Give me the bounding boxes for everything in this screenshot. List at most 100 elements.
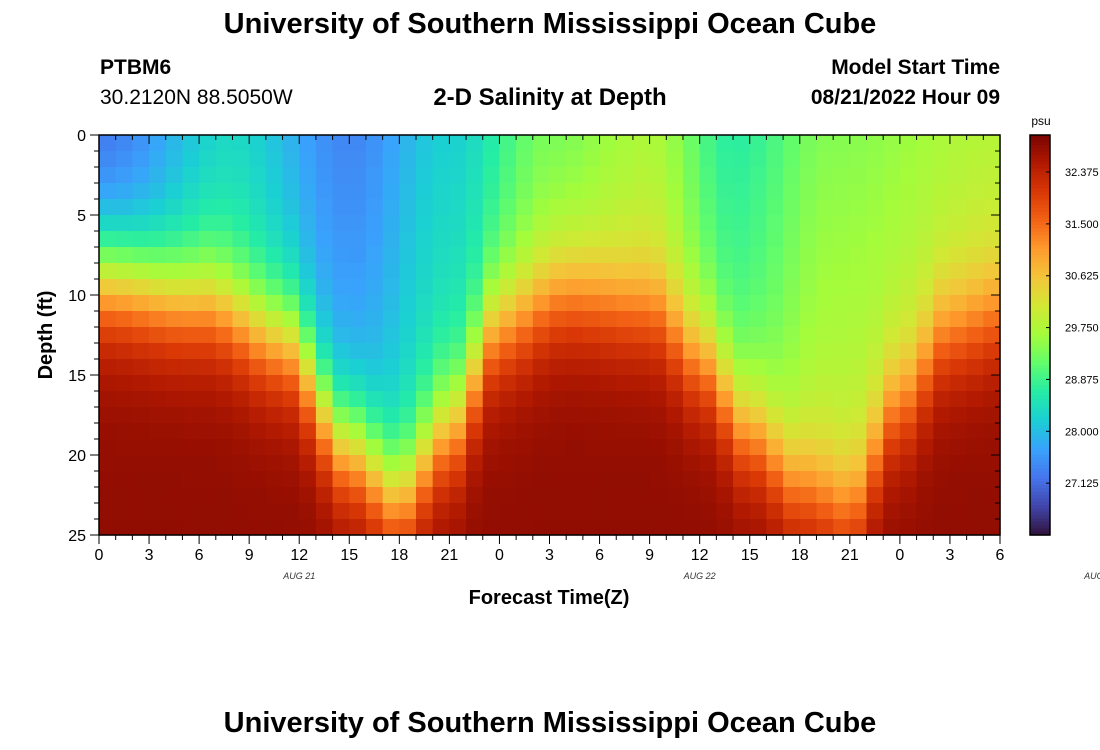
heatmap-cell [816, 375, 834, 392]
heatmap-cell [716, 423, 734, 440]
heatmap-cell [966, 135, 984, 152]
heatmap-cell [249, 471, 267, 488]
heatmap-cell [199, 343, 217, 360]
heatmap-cell [649, 455, 667, 472]
heatmap-cell [132, 183, 150, 200]
heatmap-cell [232, 423, 250, 440]
heatmap-cell [866, 503, 884, 520]
heatmap-cell [849, 183, 868, 200]
heatmap-cell [899, 327, 918, 344]
heatmap-cell [182, 151, 200, 168]
heatmap-cell [549, 519, 567, 536]
heatmap-cell [449, 215, 467, 232]
heatmap-cell [983, 215, 1001, 232]
heatmap-cell [349, 247, 367, 264]
heatmap-cell [432, 295, 450, 312]
heatmap-cell [733, 455, 751, 472]
heatmap-cell [682, 375, 701, 392]
heatmap-cell [849, 519, 868, 536]
heatmap-cell [416, 343, 434, 360]
heatmap-cell [165, 487, 184, 504]
heatmap-cell [265, 279, 284, 296]
heatmap-cell [666, 343, 684, 360]
heatmap-cell [199, 215, 217, 232]
heatmap-cell [549, 439, 567, 456]
colorbar-segment [1030, 458, 1050, 463]
heatmap-cell [632, 279, 651, 296]
heatmap-cell [883, 215, 901, 232]
heatmap-cell [833, 327, 851, 344]
heatmap-cell [983, 519, 1001, 536]
heatmap-cell [265, 231, 284, 248]
colorbar-segment [1030, 388, 1050, 393]
heatmap-cell [382, 359, 400, 376]
heatmap-cell [315, 391, 334, 408]
heatmap-cell [949, 167, 968, 184]
heatmap-cell [482, 263, 501, 280]
heatmap-cell [132, 199, 150, 216]
heatmap-cell [866, 263, 884, 280]
heatmap-cell [149, 199, 167, 216]
heatmap-cell [799, 167, 818, 184]
colorbar-segment [1030, 418, 1050, 423]
heatmap-cell [816, 151, 834, 168]
colorbar-segment [1030, 331, 1050, 336]
heatmap-cell [733, 343, 751, 360]
heatmap-cell [182, 295, 200, 312]
heatmap-cell [632, 135, 651, 152]
heatmap-cell [766, 135, 784, 152]
heatmap-cell [466, 327, 484, 344]
heatmap-cell [766, 343, 784, 360]
heatmap-cell [499, 439, 517, 456]
heatmap-cell [265, 247, 284, 264]
heatmap-cell [799, 183, 818, 200]
heatmap-cell [933, 231, 951, 248]
heatmap-cell [432, 519, 450, 536]
heatmap-cell [666, 487, 684, 504]
heatmap-cell [265, 375, 284, 392]
heatmap-cell [983, 151, 1001, 168]
heatmap-cell [682, 151, 701, 168]
x-tick-label: 6 [595, 547, 604, 564]
heatmap-cell [716, 279, 734, 296]
colorbar-segment [1030, 365, 1050, 369]
heatmap-cell [883, 135, 901, 152]
heatmap-cell [215, 343, 234, 360]
heatmap-cell [866, 135, 884, 152]
heatmap-cell [332, 167, 350, 184]
heatmap-cell [399, 359, 417, 376]
heatmap-cell [99, 183, 117, 200]
heatmap-cell [299, 375, 317, 392]
colorbar-segment [1030, 208, 1050, 213]
heatmap-cell [983, 247, 1001, 264]
heatmap-cell [899, 231, 918, 248]
heatmap-cell [282, 471, 300, 488]
heatmap-cell [599, 391, 617, 408]
heatmap-cell [833, 343, 851, 360]
heatmap-cell [749, 135, 768, 152]
heatmap-cell [516, 455, 534, 472]
heatmap-cell [682, 359, 701, 376]
heatmap-cell [215, 407, 234, 424]
heatmap-cell [149, 343, 167, 360]
colorbar-segment [1030, 175, 1050, 179]
heatmap-cell [599, 167, 617, 184]
heatmap-cell [115, 407, 133, 424]
heatmap-cell [282, 311, 300, 328]
heatmap-cell [499, 343, 517, 360]
heatmap-cell [616, 503, 634, 520]
heatmap-cell [849, 487, 868, 504]
heatmap-cell [265, 391, 284, 408]
heatmap-cell [315, 519, 334, 536]
heatmap-cell [582, 423, 601, 440]
heatmap-cell [899, 391, 918, 408]
heatmap-cell [649, 439, 667, 456]
heatmap-cell [599, 455, 617, 472]
heatmap-cell [499, 391, 517, 408]
heatmap-cell [849, 247, 868, 264]
heatmap-cell [733, 135, 751, 152]
heatmap-cell [566, 151, 584, 168]
heatmap-cell [682, 487, 701, 504]
y-axis-label: Depth (ft) [35, 291, 57, 380]
heatmap-cell [516, 375, 534, 392]
